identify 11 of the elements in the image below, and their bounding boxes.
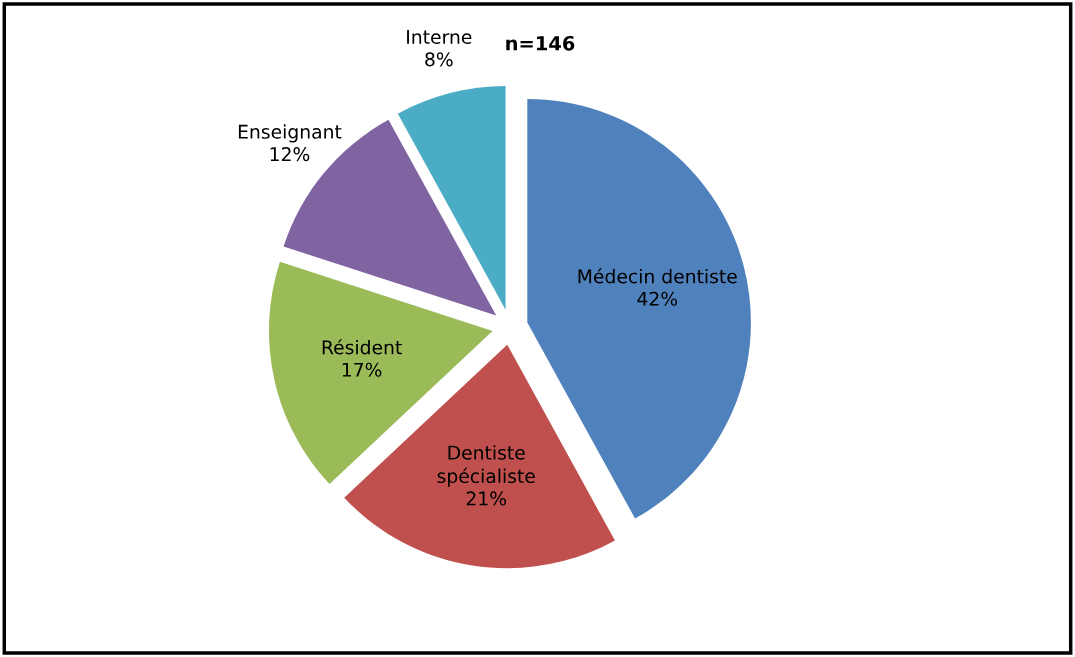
text: n=146 [506, 35, 575, 51]
slice-label: Médecin dentiste [578, 268, 737, 284]
data-label: 12% [270, 147, 310, 162]
slice-label: Résident [322, 339, 402, 355]
data-label: 8% [425, 52, 453, 67]
data-label: 21% [466, 491, 507, 506]
data-label: 42% [637, 291, 678, 306]
slice-label: Interne [407, 30, 472, 45]
slice-label: Enseignant [238, 124, 342, 143]
data-label: 17% [342, 362, 382, 377]
slice-label: Dentiste spécialiste [437, 445, 535, 487]
